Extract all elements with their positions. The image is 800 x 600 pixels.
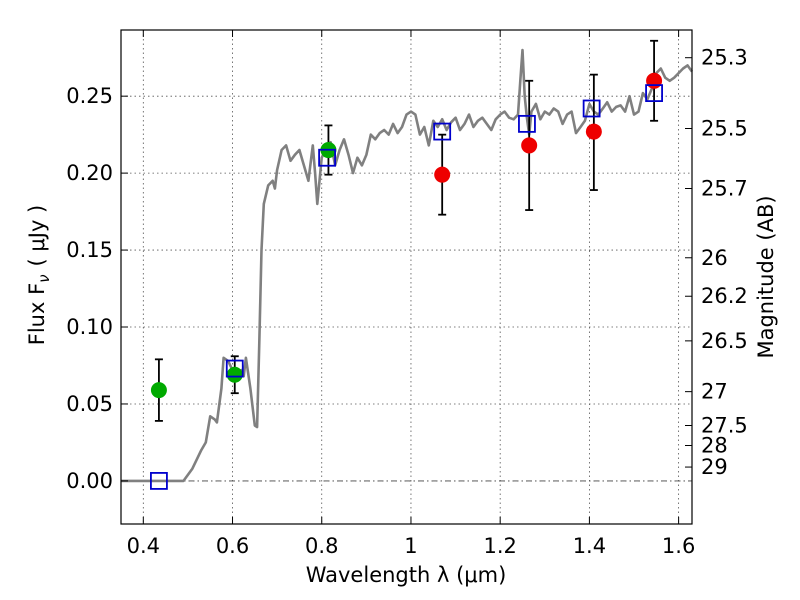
red-circle-point [646, 72, 663, 89]
magnitude-tick-label: 25.7 [701, 177, 748, 201]
blue-square-point [150, 472, 168, 490]
red-circle-point [434, 166, 451, 183]
y-axis-label-main: Flux F [25, 283, 49, 345]
magnitude-tick-label: 28 [701, 434, 728, 458]
x-tick-label: 0.4 [127, 534, 160, 558]
red-circle-point [521, 137, 538, 154]
plot-frame [120, 29, 693, 525]
blue-square-point [582, 99, 601, 118]
y-tick-label: 0.10 [66, 315, 113, 339]
x-tick-label: 0.8 [305, 534, 338, 558]
data-points-layer [150, 39, 663, 490]
blue-square-point [318, 148, 336, 167]
magnitude-tick-label: 26.5 [701, 329, 748, 353]
y-axis-label: Flux Fν ( μJy ) [25, 205, 53, 346]
blue-square-point [645, 84, 663, 102]
magnitude-tick-label: 29 [701, 455, 728, 479]
green-circle-point [150, 382, 167, 399]
y-tick-label: 0.20 [66, 161, 113, 185]
y-axis-label-units: ( μJy ) [25, 205, 49, 267]
red-circle-point [585, 123, 602, 140]
y-tick-label: 0.15 [66, 238, 113, 262]
blue-square-point [225, 359, 244, 378]
magnitude-tick-label: 25.5 [701, 116, 748, 140]
magnitude-tick-label: 27.5 [701, 414, 748, 438]
magnitude-tick-label: 26.2 [701, 284, 748, 308]
y-tick-label: 0.05 [66, 392, 113, 416]
x-axis-ticks: 0.4 0.6 0.8 1 1.2 1.4 1.6 [127, 30, 695, 558]
magnitude-tick-label: 27 [701, 380, 728, 404]
magnitude-axis-label: Magnitude (AB) [754, 195, 778, 358]
x-tick-label: 1.2 [483, 534, 516, 558]
magnitude-tick-label: 26 [701, 246, 728, 270]
model-spectrum-line [121, 48, 694, 483]
x-tick-label: 1 [404, 534, 417, 558]
y-axis-label-subscript: ν [35, 274, 53, 282]
y-tick-label: 0.00 [66, 469, 113, 493]
magnitude-tick-label: 25.3 [701, 46, 748, 70]
x-tick-label: 0.6 [216, 534, 249, 558]
x-tick-label: 1.6 [662, 534, 695, 558]
x-tick-label: 1.4 [573, 534, 606, 558]
blue-square-point [433, 122, 452, 141]
green-circle-point [226, 366, 243, 383]
y-axis-ticks: 0.00 0.05 0.10 0.15 0.20 0.25 [66, 84, 128, 493]
x-axis-label: Wavelength λ (μm) [306, 563, 507, 587]
y-tick-label: 0.25 [66, 84, 113, 108]
blue-square-point [518, 114, 536, 133]
model-spectrum-layer [121, 48, 694, 483]
